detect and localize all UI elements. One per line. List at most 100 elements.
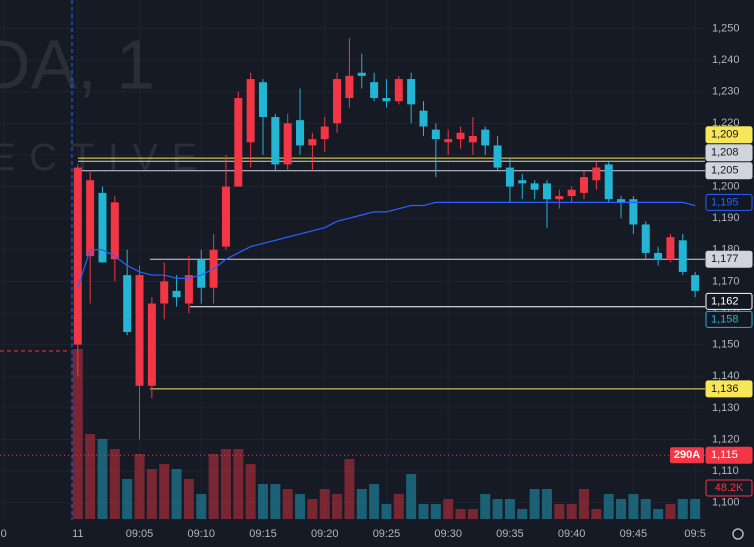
volume-bar xyxy=(134,454,145,519)
y-tick-label: 1,220 xyxy=(712,117,740,129)
volume-bar xyxy=(628,494,639,519)
volume-bar xyxy=(653,509,664,519)
y-tick-label: 1,190 xyxy=(712,212,740,224)
x-tick-label: 11 xyxy=(72,528,83,540)
volume-bar xyxy=(332,494,343,519)
volume-bar xyxy=(159,464,170,519)
volume-bar xyxy=(591,509,602,519)
volume-pane xyxy=(72,349,701,519)
candle-body xyxy=(580,177,589,193)
y-tick-label: 1,200 xyxy=(712,180,740,192)
volume-bar xyxy=(579,489,590,519)
candle-body xyxy=(86,180,95,257)
candle-body xyxy=(357,72,366,76)
candle-body xyxy=(296,120,305,146)
x-tick-label: 0 xyxy=(1,528,7,540)
candle-body xyxy=(308,139,317,146)
candle-body xyxy=(271,116,280,165)
candle-body xyxy=(394,79,403,102)
axis-labels: 1,1001,1101,1201,1301,1401,1501,1601,170… xyxy=(1,22,753,540)
candle-body xyxy=(641,224,650,253)
level-label: 1,162 xyxy=(711,295,739,307)
volume-bar xyxy=(295,494,306,519)
candle-body xyxy=(147,303,156,386)
level-lines xyxy=(0,157,705,456)
symbol-tag-box xyxy=(670,447,704,464)
candle-body xyxy=(160,281,169,304)
settings-button[interactable] xyxy=(732,528,744,540)
candle-body xyxy=(407,79,416,105)
volume-bar xyxy=(85,434,96,519)
candle-body xyxy=(493,145,502,168)
y-tick-label: 1,150 xyxy=(712,339,740,351)
volume-bar xyxy=(529,489,540,519)
candle-body xyxy=(678,240,687,272)
candle-body xyxy=(370,82,379,99)
time-axis xyxy=(0,521,754,547)
candle-body xyxy=(431,129,440,140)
candle-body xyxy=(530,183,539,190)
volume-bar xyxy=(344,459,355,519)
volume-bar xyxy=(492,499,503,519)
y-tick-label: 1,110 xyxy=(712,465,739,477)
volume-bar xyxy=(220,449,231,519)
volume-bar xyxy=(381,504,392,519)
level-label: 1,115 xyxy=(711,449,738,461)
volume-bar xyxy=(183,479,194,519)
volume-bar xyxy=(418,504,429,519)
candle-body xyxy=(629,199,638,225)
candle-body xyxy=(73,167,82,345)
volume-bar xyxy=(665,504,676,519)
x-tick-label: 09:25 xyxy=(373,528,401,540)
y-tick-label: 1,120 xyxy=(712,433,740,445)
candle-body xyxy=(283,123,292,165)
candle-body xyxy=(691,275,700,291)
level-label-box xyxy=(705,144,753,162)
volume-bar xyxy=(443,499,454,519)
volume-bar xyxy=(541,489,552,519)
candle-body xyxy=(246,79,255,143)
x-tick-label: 09:05 xyxy=(126,528,154,540)
y-tick-label: 1,130 xyxy=(712,402,740,414)
y-tick-label: 1,170 xyxy=(712,275,740,287)
level-label-box xyxy=(705,446,753,464)
volume-bar xyxy=(233,449,244,519)
candle-body xyxy=(172,290,181,298)
candle-body xyxy=(345,75,354,99)
candle-body xyxy=(518,180,527,184)
volume-bar xyxy=(616,499,627,519)
volume-bar xyxy=(690,498,701,519)
volume-bar xyxy=(109,449,120,519)
volume-bar xyxy=(455,509,466,519)
x-tick-label: 09:30 xyxy=(434,528,462,540)
volume-bar xyxy=(245,464,256,519)
level-label: 1,209 xyxy=(711,129,739,141)
volume-label: 48.2K xyxy=(715,482,744,494)
candle-body xyxy=(666,237,675,260)
level-label: 1,158 xyxy=(711,313,739,325)
volume-bar xyxy=(640,499,651,519)
candles xyxy=(73,37,700,440)
volume-label-box xyxy=(705,479,753,497)
level-label-box xyxy=(705,380,753,398)
volume-bar xyxy=(480,494,491,519)
x-tick-label: 09:5 xyxy=(684,528,705,540)
candle-body xyxy=(382,98,391,102)
level-label-box xyxy=(705,250,753,268)
volume-bar xyxy=(97,439,108,519)
candle-body xyxy=(419,110,428,127)
candle-body xyxy=(567,189,576,197)
volume-bar xyxy=(467,509,478,519)
moving-average xyxy=(77,201,696,288)
candle-body xyxy=(110,202,119,260)
level-label-box xyxy=(705,162,753,180)
level-label: 1,195 xyxy=(711,196,739,208)
level-label-box xyxy=(705,292,753,310)
y-tick-label: 1,250 xyxy=(712,22,740,34)
y-tick-label: 1,140 xyxy=(712,370,740,382)
volume-bar xyxy=(406,474,417,519)
candle-body xyxy=(444,139,453,143)
x-tick-label: 09:10 xyxy=(187,528,215,540)
volume-bar xyxy=(369,484,380,519)
volume-bar xyxy=(307,499,318,519)
